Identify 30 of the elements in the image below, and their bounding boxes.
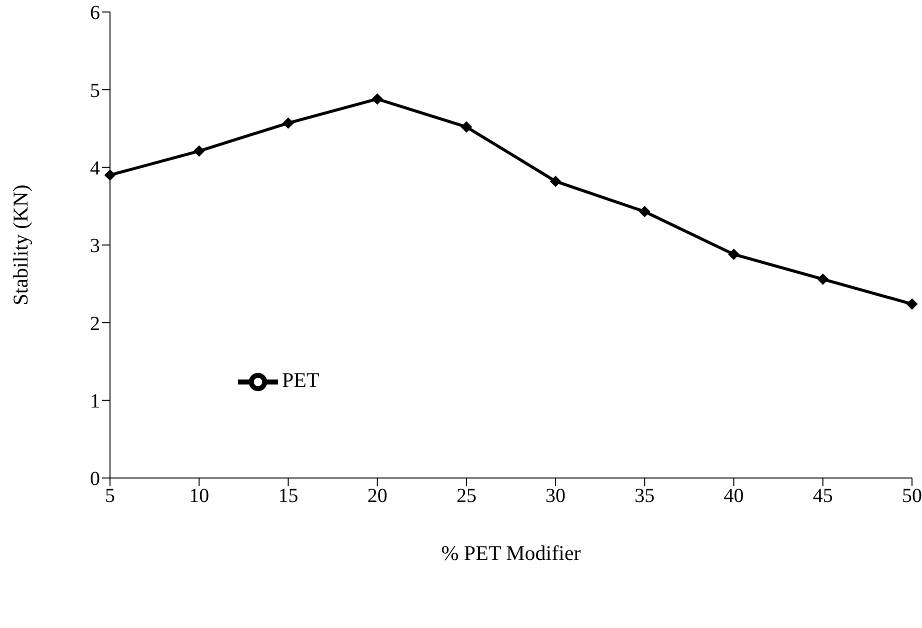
point [104,170,116,181]
point [372,93,383,104]
y-tick-label: 3 [90,235,100,258]
y-tick-label: 2 [90,312,100,335]
y-tick-label: 1 [90,390,100,412]
x-tick-label: 50 [902,485,922,508]
point [639,206,650,218]
point [728,248,740,260]
x-tick-label: 25 [456,485,476,508]
x-axis-title: % PET Modifier [441,541,581,565]
x-tick-label: 45 [812,485,833,508]
x-tick-label: 15 [278,485,298,508]
y-tick-label: 4 [90,157,100,180]
x-tick-label: 30 [546,485,566,508]
point [906,298,918,310]
legend-label: PET [282,368,320,392]
point [194,146,205,157]
x-tick-label: 20 [367,485,388,508]
x-tick-label: 35 [634,485,655,508]
x-tick-label: 40 [724,485,744,508]
point [282,118,294,129]
y-axis-title: Stability (KN) [8,184,32,306]
x-tick-label: 5 [105,485,115,508]
y-tick-label: 0 [90,468,100,490]
point [550,176,562,187]
point [817,274,828,285]
point [460,121,472,132]
y-tick-label: 5 [90,80,100,102]
x-tick-label: 10 [189,485,210,508]
y-tick-label: 6 [90,2,100,24]
